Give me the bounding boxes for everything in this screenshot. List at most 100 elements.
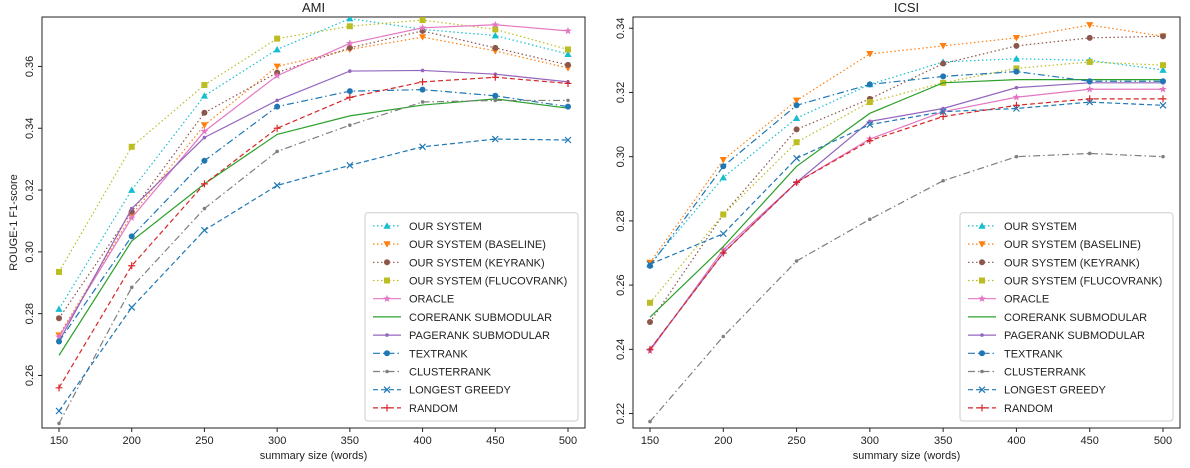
data-point-pagerank-submodular	[348, 69, 352, 73]
data-point-our-system-flucovrank	[274, 35, 281, 42]
x-tick-label: 300	[268, 435, 286, 447]
data-point-pagerank-submodular	[941, 106, 945, 111]
data-point-clusterrank	[1161, 154, 1165, 159]
data-point-our-system-baseline	[418, 34, 427, 41]
data-point-textrank	[201, 157, 208, 164]
data-point-textrank	[1160, 78, 1166, 85]
legend-marker	[978, 222, 986, 229]
legend-label: CORERANK SUBMODULAR	[1004, 312, 1147, 324]
legend-label: PAGERANK SUBMODULAR	[409, 330, 550, 342]
data-point-longest-greedy	[491, 135, 499, 143]
legend-marker	[383, 404, 391, 412]
data-point-pagerank-submodular	[1014, 85, 1019, 90]
data-point-our-system-keyrank	[346, 44, 353, 51]
series-line-oracle	[649, 88, 1163, 352]
data-point-oracle	[273, 71, 281, 79]
y-tick-label: 0.36	[24, 56, 36, 77]
x-axis-label: summary size (words)	[853, 450, 961, 462]
data-point-longest-greedy	[1159, 101, 1167, 109]
y-tick-label: 0.28	[615, 210, 627, 231]
plot-area	[646, 22, 1167, 424]
legend-label: RANDOM	[1004, 403, 1053, 415]
data-point-our-system	[346, 17, 354, 22]
data-point-oracle	[418, 23, 427, 32]
legend-marker	[385, 333, 389, 337]
y-tick-label: 0.30	[24, 241, 36, 262]
series-line-pagerank-submodular	[58, 69, 569, 342]
data-point-textrank	[793, 102, 800, 109]
data-point-our-system-keyrank	[492, 44, 499, 51]
data-point-random	[491, 73, 499, 81]
data-point-oracle	[127, 213, 136, 222]
legend: OUR SYSTEM OUR SYSTEM (BASELINE) OUR SYSTE…	[364, 212, 579, 422]
data-point-our-system	[792, 114, 801, 122]
series-line-our-system	[649, 58, 1164, 265]
data-point-random	[1012, 101, 1020, 109]
y-tick-label: 0.26	[615, 274, 627, 295]
series-longest-greedy	[646, 98, 1167, 268]
legend-label: OUR SYSTEM (BASELINE)	[1004, 239, 1141, 251]
data-point-our-system-baseline	[719, 157, 727, 164]
data-point-pagerank-submodular	[275, 98, 279, 103]
data-point-textrank	[647, 262, 653, 269]
y-tick-label: 0.30	[615, 146, 627, 167]
data-point-our-system-flucovrank	[647, 299, 653, 306]
series-line-longest-greedy	[649, 101, 1164, 265]
legend-label: OUR SYSTEM (KEYRANK)	[409, 257, 545, 269]
data-point-clusterrank	[794, 259, 799, 263]
legend-label: LONGEST GREEDY	[409, 385, 512, 397]
legend-label: ORACLE	[1004, 294, 1049, 306]
series-textrank	[56, 86, 571, 345]
y-tick-label: 0.28	[24, 303, 36, 324]
data-point-textrank	[1086, 78, 1093, 85]
x-tick-label: 400	[1007, 435, 1025, 447]
legend-marker	[978, 386, 986, 394]
data-point-our-system-keyrank	[940, 60, 947, 67]
data-point-clusterrank	[941, 178, 945, 183]
data-point-clusterrank	[348, 123, 352, 127]
data-point-our-system	[55, 305, 63, 312]
legend-marker	[978, 241, 986, 248]
legend-marker	[383, 294, 391, 302]
data-point-our-system-flucovrank	[346, 23, 353, 30]
data-point-longest-greedy	[866, 121, 874, 128]
data-point-random	[1086, 95, 1094, 103]
x-tick-label: 450	[486, 435, 504, 447]
data-point-pagerank-submodular	[868, 119, 872, 124]
legend-label: OUR SYSTEM (BASELINE)	[409, 239, 546, 251]
series-line-our-system-flucovrank	[58, 19, 569, 273]
data-point-our-system	[491, 31, 499, 39]
data-point-our-system-flucovrank	[866, 99, 873, 106]
legend-label: OUR SYSTEM (FLUCOVRANK)	[1004, 276, 1162, 288]
legend-marker	[979, 259, 985, 266]
legend-label: TEXTRANK	[409, 348, 468, 360]
x-tick-label: 150	[50, 435, 68, 447]
data-point-pagerank-submodular	[129, 206, 134, 211]
ami-panel: AMI 150 200 250 300 350 400 450 500 summary size …	[8, 0, 586, 462]
y-tick-label: 0.34	[615, 18, 627, 39]
data-point-random	[200, 180, 208, 188]
x-tick-label: 300	[861, 435, 879, 447]
data-point-our-system-flucovrank	[1086, 58, 1093, 65]
data-point-textrank	[56, 338, 62, 345]
legend-label: ORACLE	[409, 294, 454, 306]
data-point-our-system-flucovrank	[793, 139, 800, 146]
data-point-textrank	[274, 103, 281, 110]
data-point-our-system-keyrank	[56, 315, 62, 322]
data-point-clusterrank	[868, 217, 872, 222]
data-point-oracle	[1012, 93, 1021, 101]
plot-frame	[632, 16, 1181, 429]
chart-title: AMI	[302, 0, 325, 15]
data-point-longest-greedy	[719, 230, 727, 238]
data-point-longest-greedy	[646, 260, 654, 268]
y-tick-label: 0.22	[615, 403, 627, 424]
series-clusterrank	[57, 98, 570, 426]
data-point-our-system-flucovrank	[720, 211, 727, 218]
icsi-panel: ICSI 150 200 250 300 350 400 450 500 summary size…	[615, 0, 1181, 462]
data-point-our-system-flucovrank	[1160, 62, 1166, 69]
data-point-random	[419, 78, 427, 86]
data-point-oracle	[719, 245, 728, 254]
data-point-clusterrank	[275, 149, 279, 154]
data-point-oracle	[55, 332, 63, 341]
